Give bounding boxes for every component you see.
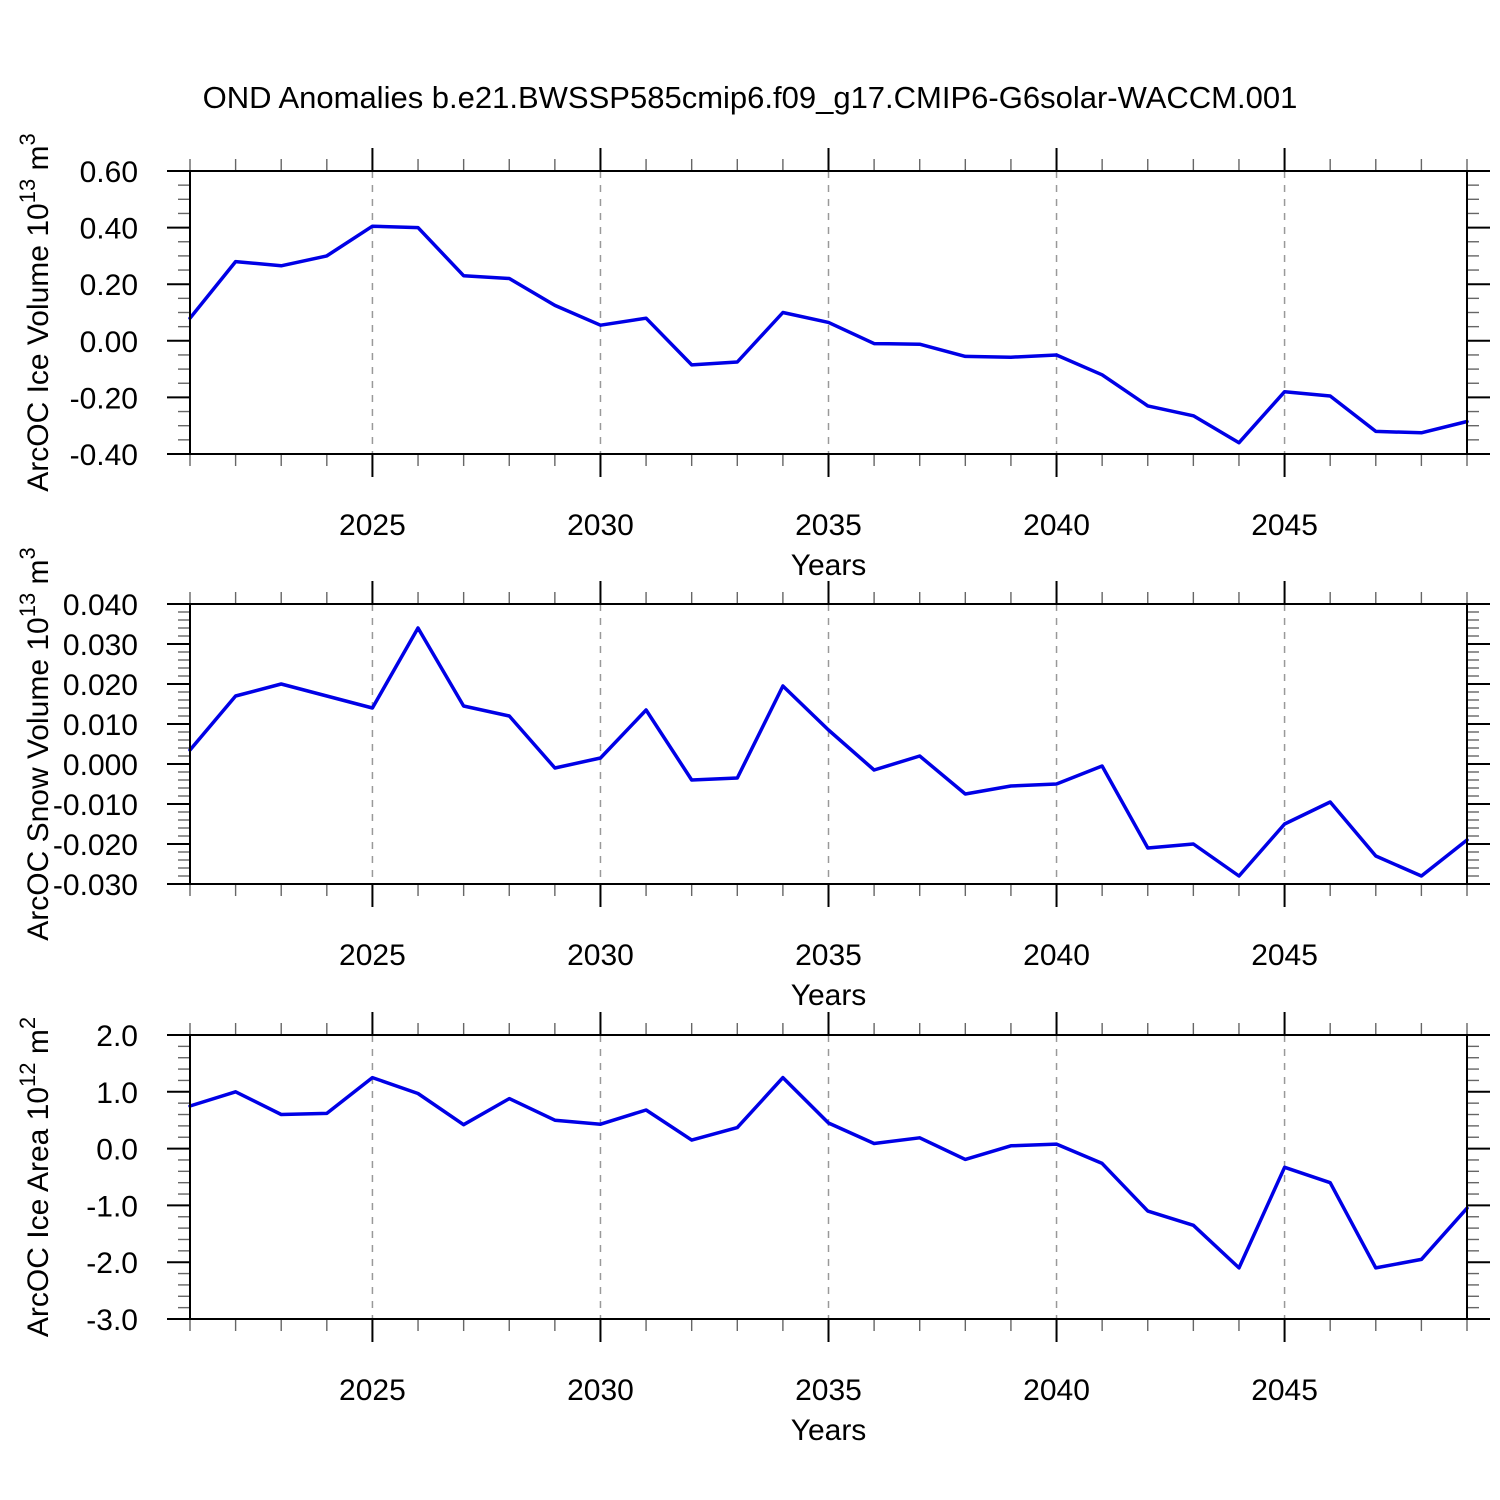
plot-box: [189, 1034, 1468, 1320]
y-tick-label: -1.0: [86, 1190, 138, 1223]
y-tick-label: 0.000: [63, 749, 138, 782]
x-tick-label: 2025: [339, 1374, 406, 1407]
y-tick-label: 0.020: [63, 669, 138, 702]
x-axis-title: Years: [791, 979, 867, 1012]
x-tick-label: 2040: [1023, 939, 1090, 972]
y-tick-label: 2.0: [96, 1020, 138, 1053]
plot-box: [189, 603, 1468, 885]
data-line-ice_volume: [188, 224, 1469, 445]
x-tick-label: 2030: [567, 1374, 634, 1407]
x-tick-label: 2045: [1251, 939, 1318, 972]
y-tick-label: -0.20: [70, 382, 138, 415]
y-tick-label: -3.0: [86, 1304, 138, 1337]
x-tick-label: 2030: [567, 939, 634, 972]
x-tick-label: 2035: [795, 1374, 862, 1407]
chart-ice_volume: 0.60 0.40 0.20 0.00 -0.20 -0.40 2025 2030 2035 20…: [15, 133, 1490, 582]
y-tick-label: 0.0: [96, 1134, 138, 1167]
y-axis-title: ArcOC Ice Volume 1013 m3: [15, 133, 55, 492]
plot-box: [189, 170, 1468, 455]
y-tick-label: 0.040: [63, 589, 138, 622]
data-line-snow_volume: [188, 626, 1469, 878]
x-axis-title: Years: [791, 549, 867, 582]
y-tick-label: -0.010: [53, 789, 138, 822]
y-tick-label: 0.60: [80, 156, 138, 189]
x-tick-label: 2040: [1023, 1374, 1090, 1407]
x-tick-label: 2045: [1251, 509, 1318, 542]
y-axis-title: ArcOC Ice Area 1012 m2: [15, 1017, 55, 1337]
y-tick-label: 0.010: [63, 709, 138, 742]
y-tick-label: 1.0: [96, 1077, 138, 1110]
x-tick-label: 2035: [795, 939, 862, 972]
y-tick-label: -0.030: [53, 869, 138, 902]
x-tick-label: 2025: [339, 939, 406, 972]
x-tick-label: 2025: [339, 509, 406, 542]
data-line-ice_area: [188, 1075, 1469, 1270]
x-tick-label: 2030: [567, 509, 634, 542]
y-tick-label: -0.020: [53, 829, 138, 862]
chart-ice_area: 2.0 1.0 0.0 -1.0 -2.0 -3.0 2025 2030 2035 2040 204…: [15, 1012, 1490, 1447]
y-tick-label: -0.40: [70, 439, 138, 472]
y-tick-label: 0.20: [80, 269, 138, 302]
x-tick-label: 2045: [1251, 1374, 1318, 1407]
y-tick-label: -2.0: [86, 1247, 138, 1280]
x-axis-title: Years: [791, 1414, 867, 1447]
chart-snow_volume: 0.040 0.030 0.020 0.010 0.000 -0.010 -0.020 -0.…: [15, 547, 1490, 1012]
y-axis-title: ArcOC Snow Volume 1013 m3: [15, 547, 55, 941]
chart-title: OND Anomalies b.e21.BWSSP585cmip6.f09_g1…: [202, 80, 1298, 115]
x-tick-label: 2035: [795, 509, 862, 542]
y-tick-label: 0.40: [80, 213, 138, 246]
y-tick-label: 0.030: [63, 629, 138, 662]
x-tick-label: 2040: [1023, 509, 1090, 542]
y-tick-label: 0.00: [80, 326, 138, 359]
